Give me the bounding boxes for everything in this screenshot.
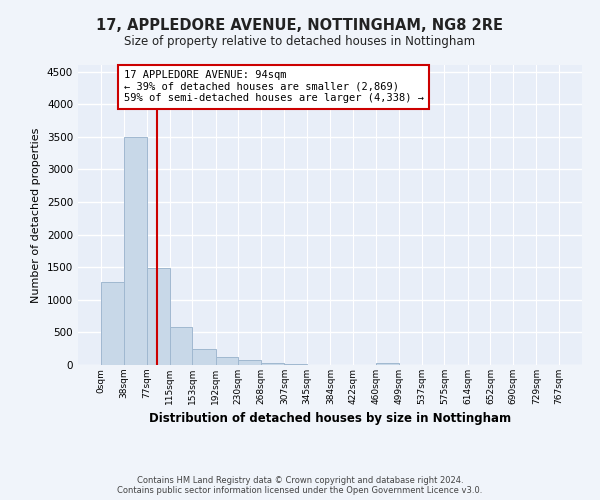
Y-axis label: Number of detached properties: Number of detached properties [31, 128, 41, 302]
Text: Contains HM Land Registry data © Crown copyright and database right 2024.
Contai: Contains HM Land Registry data © Crown c… [118, 476, 482, 495]
Bar [124, 136, 147, 365]
Bar [238, 360, 261, 365]
Bar [101, 282, 124, 365]
Bar [215, 356, 238, 365]
Bar [193, 349, 215, 365]
Bar [147, 268, 170, 365]
Text: 17 APPLEDORE AVENUE: 94sqm
← 39% of detached houses are smaller (2,869)
59% of s: 17 APPLEDORE AVENUE: 94sqm ← 39% of deta… [124, 70, 424, 103]
Text: Size of property relative to detached houses in Nottingham: Size of property relative to detached ho… [124, 35, 476, 48]
Bar [284, 364, 307, 365]
Bar [376, 363, 399, 365]
Bar [261, 363, 284, 365]
Bar [170, 327, 193, 365]
X-axis label: Distribution of detached houses by size in Nottingham: Distribution of detached houses by size … [149, 412, 511, 426]
Text: 17, APPLEDORE AVENUE, NOTTINGHAM, NG8 2RE: 17, APPLEDORE AVENUE, NOTTINGHAM, NG8 2R… [97, 18, 503, 32]
